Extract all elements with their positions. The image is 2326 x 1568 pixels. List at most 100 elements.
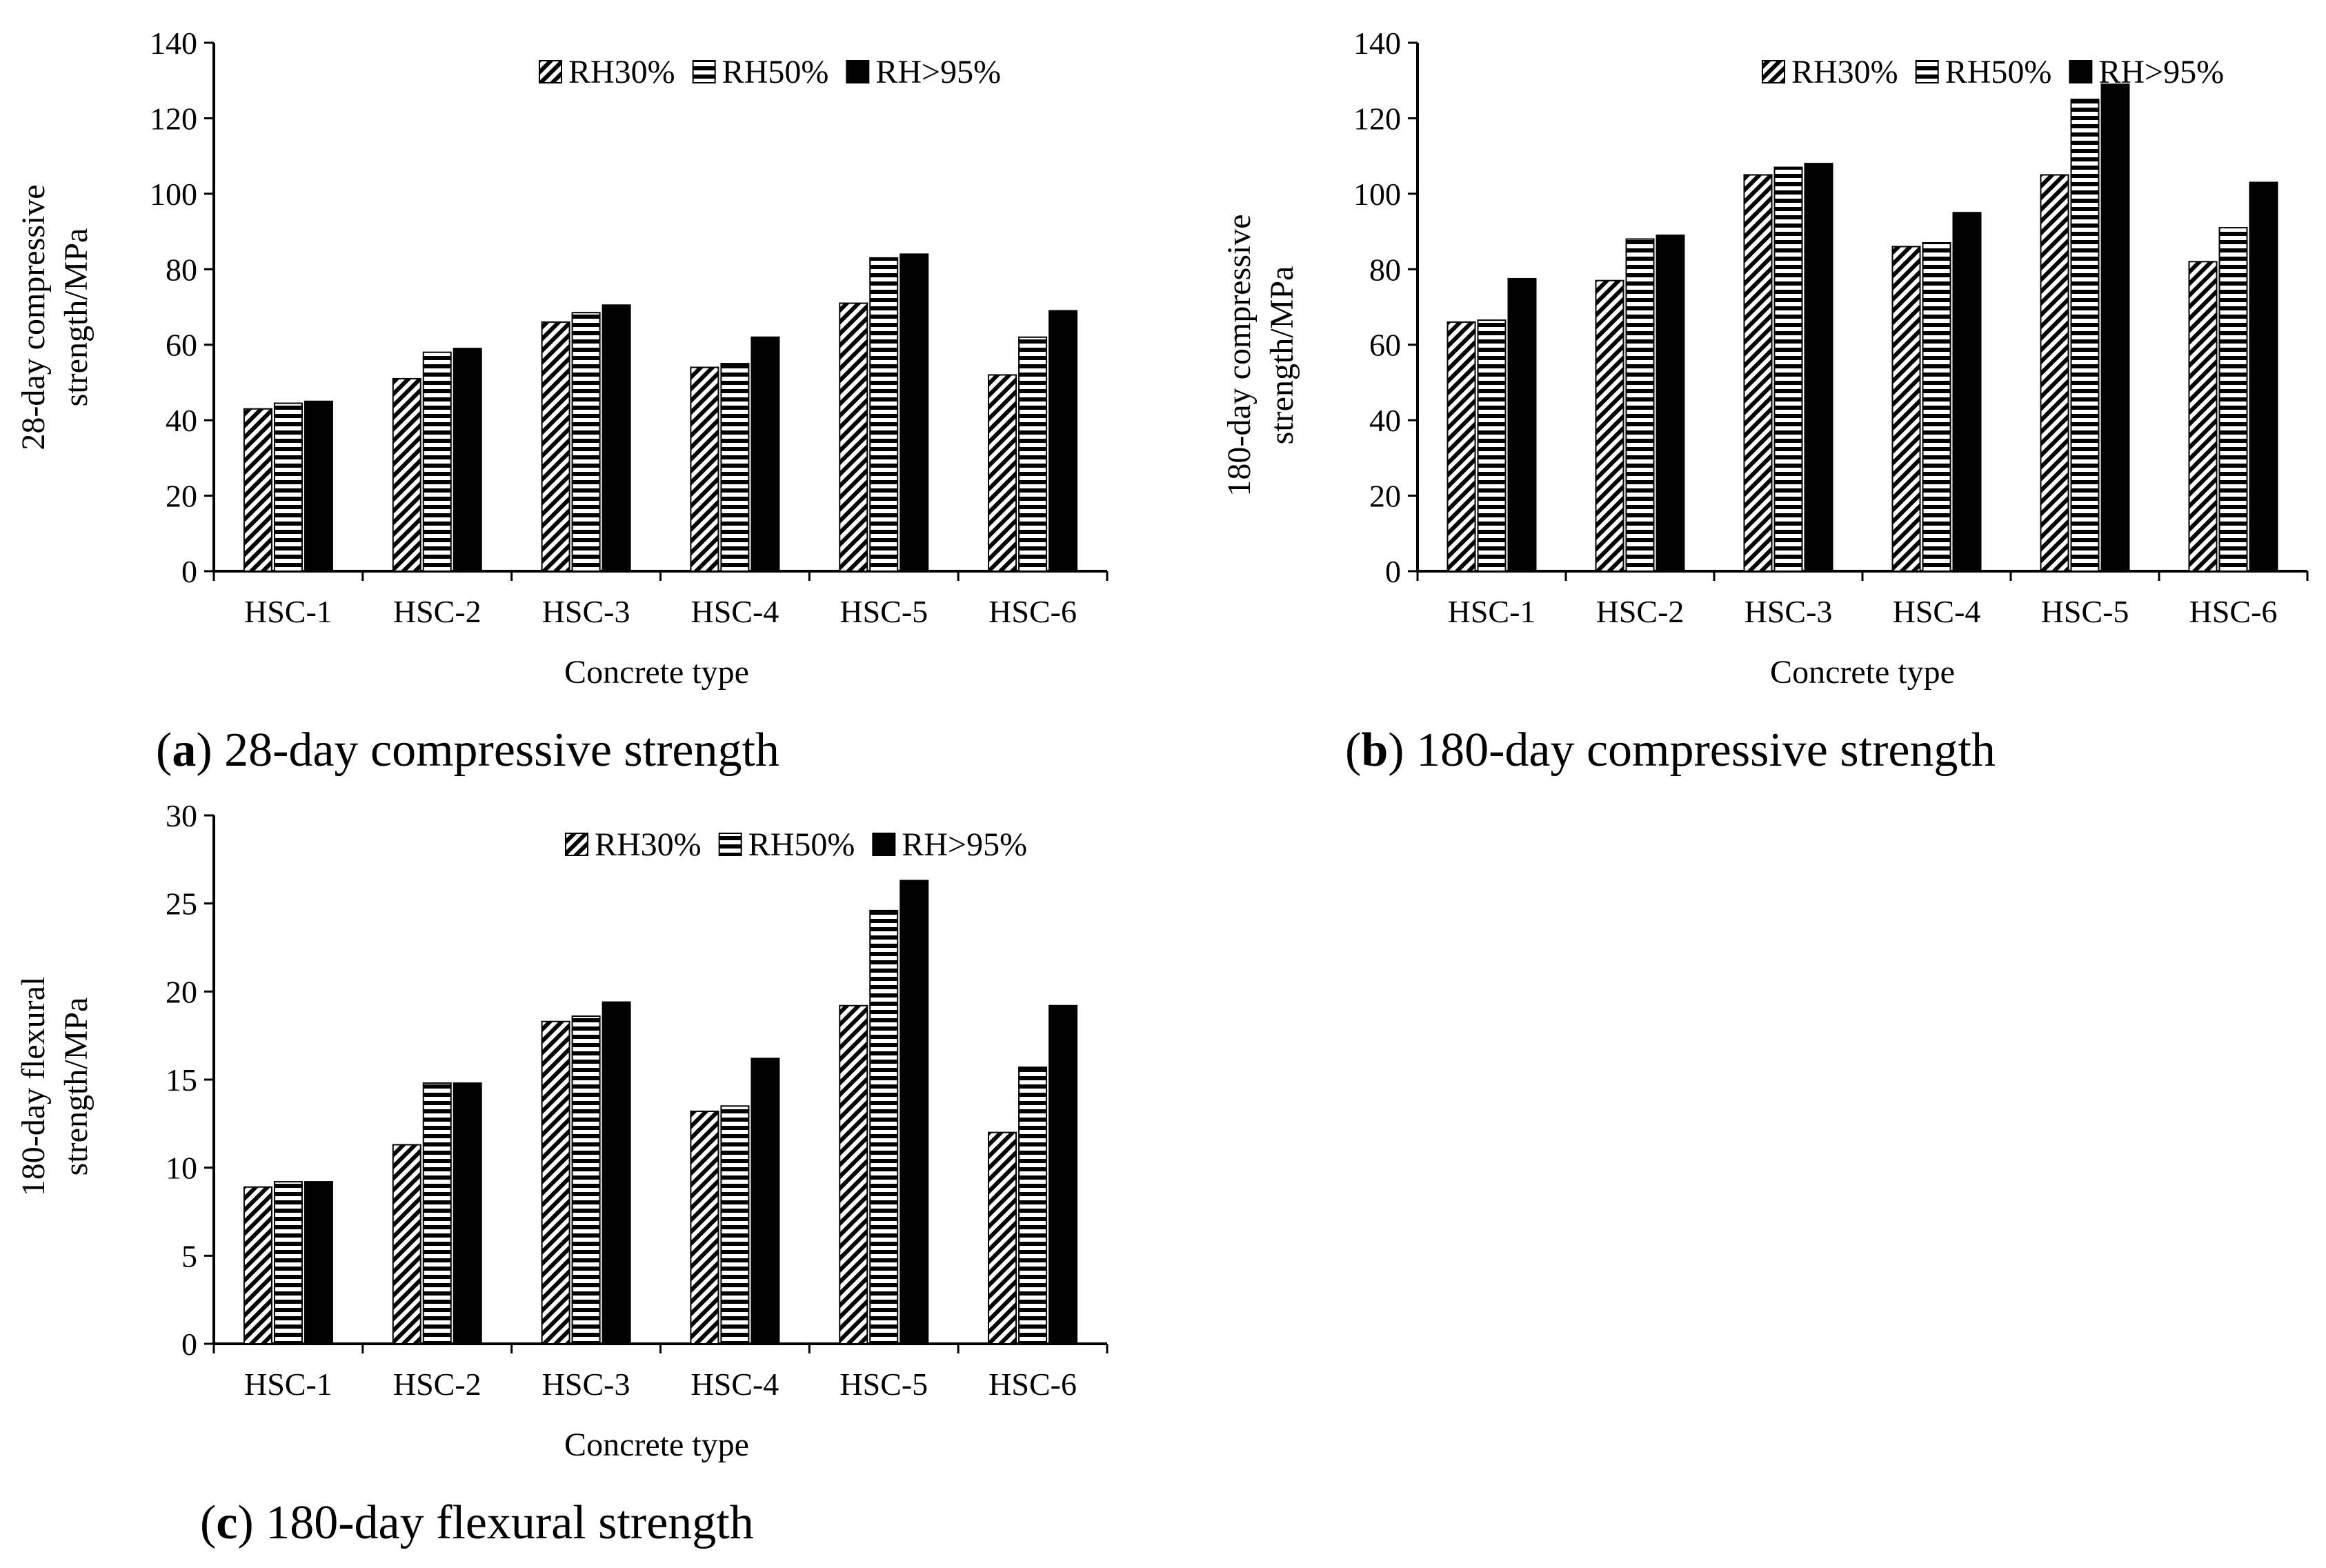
bar-solid-hsc-5 — [899, 253, 929, 572]
bar-horizontal-hsc-5 — [2070, 99, 2100, 573]
legend-swatch-horizontal — [1915, 60, 1939, 83]
x-tick-label: HSC-5 — [839, 594, 928, 629]
legend-label: RH30% — [1791, 54, 1898, 90]
bar-horizontal-hsc-2 — [422, 1082, 452, 1345]
y-tick-label: 0 — [181, 1327, 197, 1362]
caption-letter: a — [172, 724, 196, 777]
bar-diagonal-hsc-6 — [988, 1131, 1017, 1344]
bar-horizontal-hsc-5 — [869, 257, 899, 572]
y-tick-label: 80 — [1369, 252, 1401, 287]
y-tick-label: 20 — [1369, 479, 1401, 514]
legend-swatch-solid — [872, 833, 896, 856]
x-tick-label: HSC-4 — [691, 594, 779, 629]
legend-label: RH50% — [748, 826, 855, 863]
bar-diagonal-hsc-3 — [541, 1020, 570, 1344]
bar-solid-hsc-5 — [899, 880, 929, 1345]
bar-solid-hsc-3 — [602, 1001, 631, 1344]
y-tick-label: 25 — [166, 886, 197, 922]
x-axis-label: Concrete type — [564, 654, 749, 691]
y-tick-label: 80 — [166, 252, 197, 287]
legend-swatch-solid — [2069, 60, 2093, 83]
y-axis-label-line-1: 180-day compressive — [1221, 214, 1258, 496]
bar-horizontal-hsc-6 — [2218, 227, 2248, 572]
bar-horizontal-hsc-1 — [273, 402, 303, 572]
bar-solid-hsc-2 — [453, 1082, 482, 1345]
y-tick-label: 0 — [1385, 554, 1401, 589]
bar-horizontal-hsc-5 — [869, 909, 899, 1344]
legend-label: RH30% — [568, 54, 675, 90]
bar-diagonal-hsc-1 — [1447, 321, 1476, 572]
legend-swatch-horizontal — [692, 60, 716, 83]
bar-horizontal-hsc-4 — [1922, 241, 1951, 572]
bar-horizontal-hsc-6 — [1018, 1066, 1048, 1345]
bar-diagonal-hsc-6 — [988, 374, 1017, 572]
legend-swatch-diagonal — [565, 833, 588, 856]
bar-horizontal-hsc-3 — [571, 312, 601, 572]
bar-solid-hsc-1 — [1507, 277, 1537, 572]
bar-diagonal-hsc-6 — [2188, 261, 2218, 572]
bar-solid-hsc-4 — [1952, 212, 1982, 572]
x-tick-label: HSC-4 — [691, 1367, 779, 1402]
legend-swatch-diagonal — [539, 60, 562, 83]
bar-diagonal-hsc-2 — [392, 1144, 421, 1345]
bar-solid-hsc-6 — [1048, 1004, 1078, 1344]
legend-label: RH>95% — [875, 54, 1001, 90]
bar-horizontal-hsc-1 — [1477, 319, 1507, 572]
caption-letter: c — [216, 1496, 237, 1549]
panel-caption: (c) 180-day flexural strength — [200, 1496, 754, 1549]
y-tick-label: 15 — [166, 1062, 197, 1098]
legend-label: RH30% — [595, 826, 702, 863]
bar-solid-hsc-6 — [1048, 310, 1078, 572]
y-tick-label: 30 — [166, 798, 197, 833]
y-axis-label-line-2: strength/MPa — [58, 998, 95, 1176]
x-tick-label: HSC-6 — [988, 1367, 1077, 1402]
bar-solid-hsc-4 — [751, 1058, 780, 1344]
bar-diagonal-hsc-2 — [392, 377, 421, 572]
bar-diagonal-hsc-1 — [243, 408, 272, 572]
bar-solid-hsc-6 — [2249, 181, 2278, 572]
bar-solid-hsc-5 — [2100, 83, 2130, 572]
y-tick-label: 100 — [150, 177, 197, 212]
y-axis-label-line-1: 180-day flexural — [15, 977, 52, 1197]
y-tick-label: 5 — [181, 1238, 197, 1273]
panel-caption: (b) 180-day compressive strength — [1345, 724, 1996, 777]
legend-label: RH>95% — [2098, 54, 2224, 90]
caption-letter: b — [1361, 724, 1388, 777]
y-axis-label-line-2: strength/MPa — [1264, 266, 1300, 445]
y-tick-label: 20 — [166, 479, 197, 514]
x-tick-label: HSC-5 — [839, 1367, 928, 1402]
x-tick-label: HSC-5 — [2041, 594, 2129, 629]
x-tick-label: HSC-6 — [988, 594, 1077, 629]
y-tick-label: 120 — [1353, 101, 1401, 136]
bar-diagonal-hsc-4 — [1891, 246, 1921, 572]
y-tick-label: 120 — [150, 101, 197, 136]
caption-text: 180-day compressive strength — [1404, 724, 1996, 777]
x-tick-label: HSC-6 — [2189, 594, 2278, 629]
y-tick-label: 100 — [1353, 177, 1401, 212]
x-tick-label: HSC-4 — [1893, 594, 1981, 629]
x-axis-label: Concrete type — [564, 1427, 749, 1463]
bar-horizontal-hsc-2 — [422, 351, 452, 572]
bar-horizontal-hsc-6 — [1018, 336, 1048, 572]
bar-diagonal-hsc-3 — [541, 321, 570, 572]
bar-solid-hsc-4 — [751, 336, 780, 572]
bar-solid-hsc-1 — [304, 1181, 333, 1345]
bar-horizontal-hsc-3 — [1773, 166, 1803, 573]
bar-horizontal-hsc-2 — [1625, 238, 1655, 572]
bar-diagonal-hsc-5 — [839, 1004, 868, 1344]
bar-diagonal-hsc-1 — [243, 1186, 272, 1344]
y-tick-label: 140 — [150, 26, 197, 61]
x-tick-label: HSC-3 — [542, 594, 630, 629]
legend-label: RH50% — [1945, 54, 2052, 90]
bar-solid-hsc-2 — [1656, 235, 1685, 572]
x-tick-label: HSC-1 — [244, 1367, 332, 1402]
y-tick-label: 10 — [166, 1151, 197, 1186]
bar-horizontal-hsc-3 — [571, 1015, 601, 1344]
bar-diagonal-hsc-4 — [690, 1110, 719, 1344]
x-tick-label: HSC-1 — [244, 594, 332, 629]
bar-solid-hsc-1 — [304, 400, 333, 572]
chart-panel-a: 28-day compressive strength/MPa Concrete… — [15, 26, 1109, 777]
y-tick-label: 40 — [166, 403, 197, 438]
bar-solid-hsc-2 — [453, 348, 482, 572]
